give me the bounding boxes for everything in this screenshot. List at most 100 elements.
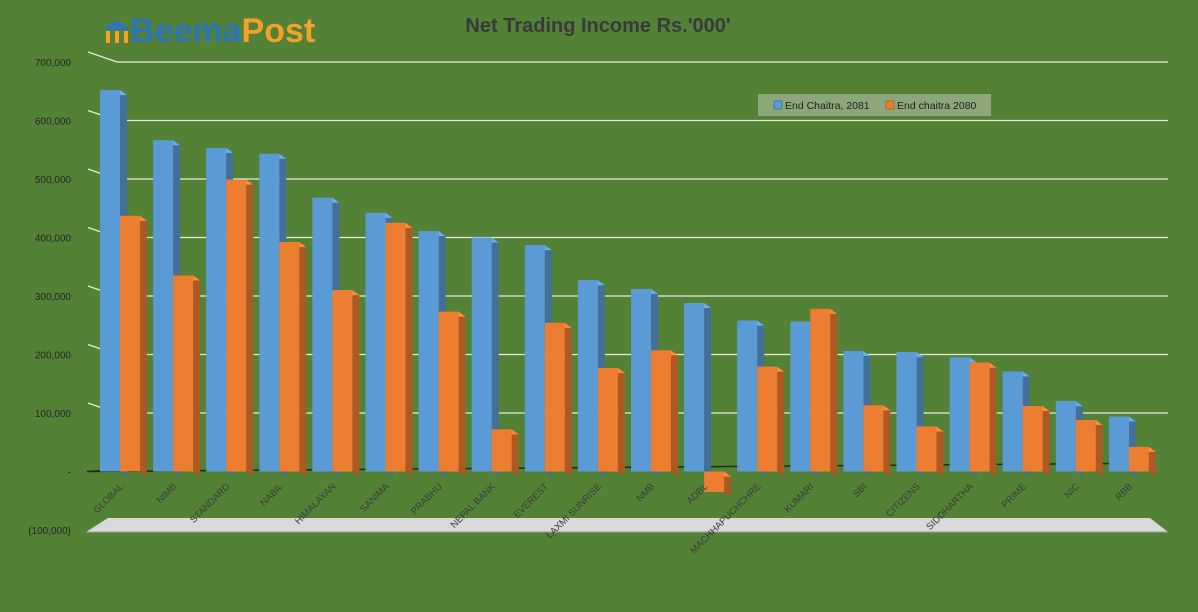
bar-side bbox=[564, 322, 572, 477]
bar-front bbox=[100, 90, 120, 472]
legend-swatch-series-2 bbox=[885, 100, 895, 110]
bar-side bbox=[671, 350, 678, 477]
bar-front bbox=[418, 231, 439, 472]
bar-front bbox=[1075, 420, 1096, 472]
bar-2 bbox=[226, 179, 254, 477]
chart-title: Net Trading Income Rs.'000' bbox=[465, 15, 730, 37]
bar-side bbox=[1148, 446, 1156, 477]
bar-side bbox=[193, 275, 201, 477]
bar-2 bbox=[757, 366, 785, 477]
bar-front bbox=[471, 237, 492, 472]
bar-front bbox=[1055, 401, 1076, 472]
bar-2 bbox=[597, 367, 625, 477]
bar-front bbox=[597, 367, 618, 472]
bar-2 bbox=[438, 311, 466, 477]
svg-text:BeemaPost: BeemaPost bbox=[130, 12, 315, 50]
bar-front bbox=[631, 288, 651, 472]
bar-2 bbox=[173, 275, 201, 477]
bar-front bbox=[1128, 446, 1149, 472]
bar-front bbox=[757, 366, 778, 472]
bar-front bbox=[544, 322, 565, 472]
bar-1 bbox=[684, 303, 712, 477]
bar-front bbox=[577, 280, 598, 472]
gridline-depth bbox=[87, 51, 118, 63]
legend-box bbox=[758, 94, 991, 116]
umbrella-icon bbox=[104, 21, 130, 43]
bar-2 bbox=[120, 215, 147, 477]
bar-side bbox=[617, 367, 625, 477]
bar-front bbox=[896, 352, 917, 472]
bar-2 bbox=[651, 350, 678, 477]
bar-front bbox=[1108, 416, 1129, 472]
legend-label-series-1: End Chaitra, 2081 bbox=[785, 100, 870, 112]
floor-top bbox=[86, 518, 1168, 532]
bar-front bbox=[916, 426, 937, 472]
brand-logo: BeemaPost bbox=[104, 12, 315, 50]
bar-front bbox=[949, 357, 970, 472]
bar-front bbox=[1022, 405, 1043, 472]
bar-front bbox=[226, 179, 247, 472]
bar-2 bbox=[1128, 446, 1156, 477]
bar-side bbox=[140, 215, 147, 477]
bar-front bbox=[843, 350, 864, 472]
y-tick-label: - bbox=[68, 468, 71, 479]
bar-side bbox=[777, 366, 785, 477]
bar-side bbox=[299, 242, 307, 477]
y-tick-label: 500,000 bbox=[35, 175, 72, 186]
bar-1 bbox=[896, 352, 924, 477]
bar-side bbox=[458, 311, 466, 477]
bar-side bbox=[936, 426, 944, 477]
bar-2 bbox=[1075, 420, 1103, 477]
bar-2 bbox=[810, 308, 838, 477]
bar-2 bbox=[969, 362, 997, 477]
brand-name-part2: Post bbox=[242, 12, 316, 50]
bar-side bbox=[883, 405, 891, 477]
bar-1 bbox=[471, 237, 499, 477]
bar-front bbox=[1002, 371, 1023, 472]
chart-floor bbox=[86, 518, 1168, 533]
y-tick-label: 600,000 bbox=[35, 117, 72, 128]
bar-front bbox=[365, 212, 386, 472]
legend-label-series-2: End chaitra 2080 bbox=[897, 100, 977, 112]
bar-side bbox=[405, 222, 413, 477]
bar-front bbox=[259, 153, 280, 472]
bar-front bbox=[120, 215, 140, 472]
y-axis-ticks: (100,000) - 100,000 200,000 300,000 400,000 50… bbox=[28, 58, 71, 537]
brand-name-part1: Beema bbox=[130, 12, 243, 50]
bar-side bbox=[352, 290, 360, 477]
bar-side bbox=[704, 303, 712, 477]
bar-front bbox=[810, 308, 831, 472]
bar-2 bbox=[863, 405, 891, 477]
bar-front bbox=[332, 290, 353, 472]
bar-2 bbox=[279, 242, 307, 477]
bar-side bbox=[246, 179, 254, 477]
bar-front bbox=[969, 362, 990, 472]
y-tick-label: (100,000) bbox=[28, 526, 71, 537]
bar-front bbox=[153, 140, 174, 472]
legend: End Chaitra, 2081 End chaitra 2080 bbox=[758, 94, 991, 116]
bar-front bbox=[438, 311, 459, 472]
y-tick-label: 400,000 bbox=[35, 234, 72, 245]
bar-2 bbox=[385, 222, 413, 477]
bar-front bbox=[737, 320, 758, 472]
bar-side bbox=[724, 471, 732, 497]
y-tick-label: 200,000 bbox=[35, 351, 72, 362]
bar-2 bbox=[332, 290, 360, 477]
bar-front bbox=[684, 303, 705, 472]
bar-2 bbox=[1022, 405, 1050, 477]
bar-front bbox=[704, 471, 725, 492]
bar-front bbox=[312, 197, 333, 472]
bar-front bbox=[790, 321, 811, 472]
bar-2 bbox=[544, 322, 572, 477]
bar-side bbox=[511, 429, 519, 477]
bar-front bbox=[206, 147, 227, 472]
bar-front bbox=[385, 222, 406, 472]
legend-swatch-series-1 bbox=[773, 100, 783, 110]
bars bbox=[100, 90, 1156, 497]
bar-front bbox=[491, 429, 512, 472]
bar-side bbox=[491, 237, 499, 477]
y-tick-label: 100,000 bbox=[35, 409, 72, 420]
bar-front bbox=[651, 350, 671, 472]
y-tick-label: 700,000 bbox=[35, 58, 72, 69]
